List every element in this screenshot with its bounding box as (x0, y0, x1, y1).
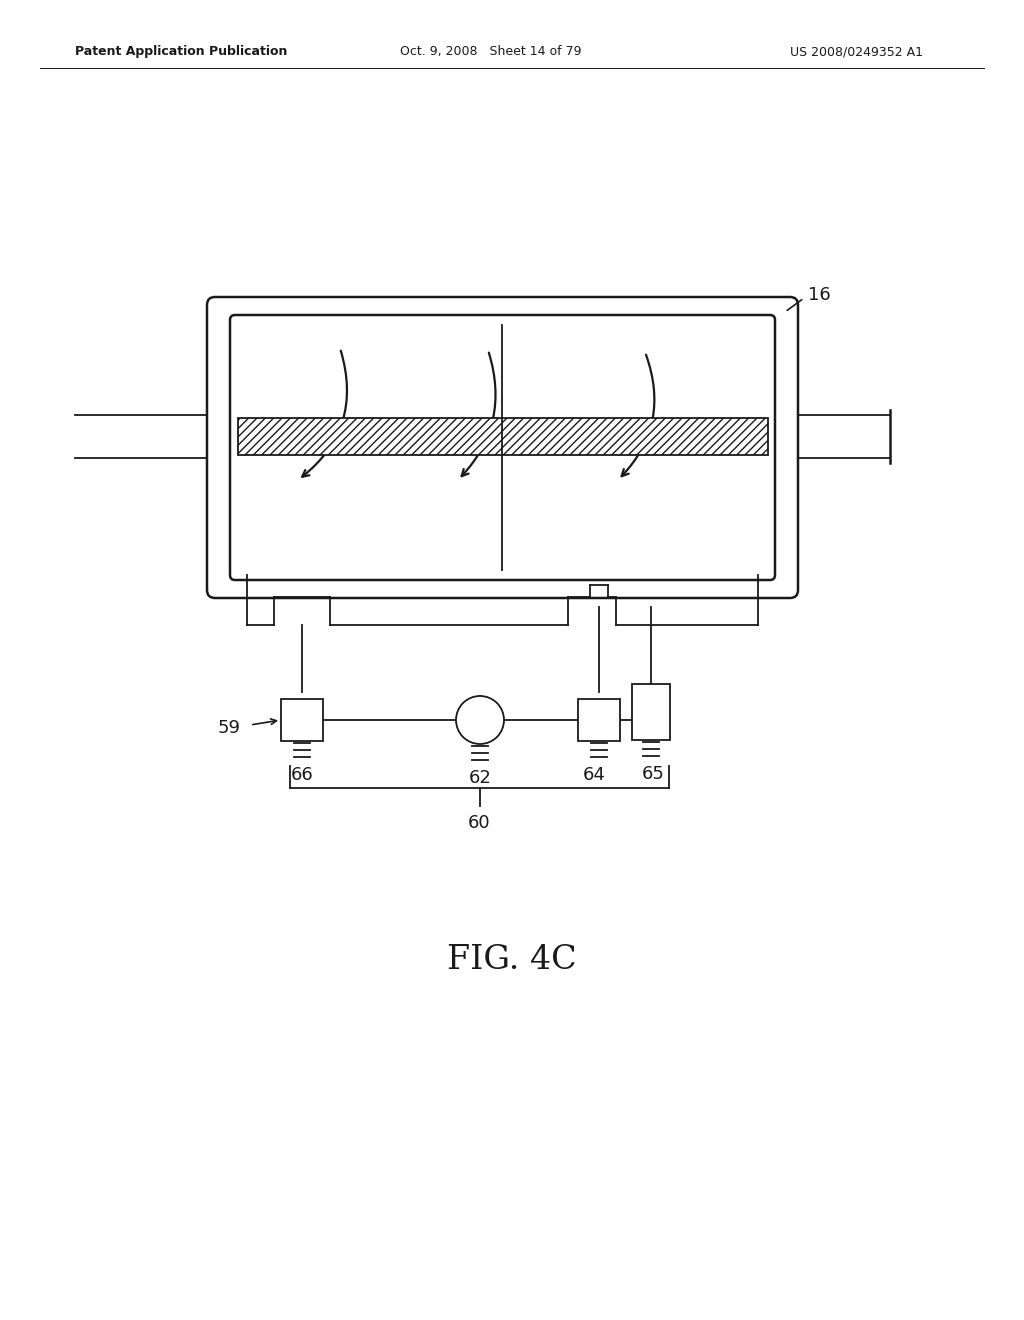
FancyBboxPatch shape (207, 297, 798, 598)
Bar (215, 305, 245, 590)
Text: 65: 65 (642, 766, 665, 783)
Text: FIG. 4C: FIG. 4C (447, 944, 577, 975)
Text: Oct. 9, 2008   Sheet 14 of 79: Oct. 9, 2008 Sheet 14 of 79 (400, 45, 582, 58)
Text: 62: 62 (469, 770, 492, 787)
FancyBboxPatch shape (230, 315, 775, 579)
Bar (632, 684, 670, 741)
Bar (281, 700, 323, 741)
Bar (578, 700, 620, 741)
Text: 60: 60 (468, 814, 490, 832)
Text: 66: 66 (291, 766, 313, 784)
Text: 59: 59 (218, 719, 241, 737)
Bar (238, 418, 768, 455)
Text: US 2008/0249352 A1: US 2008/0249352 A1 (790, 45, 923, 58)
Text: 16: 16 (808, 286, 830, 304)
Text: 64: 64 (583, 766, 605, 784)
Text: Patent Application Publication: Patent Application Publication (75, 45, 288, 58)
Circle shape (456, 696, 504, 744)
